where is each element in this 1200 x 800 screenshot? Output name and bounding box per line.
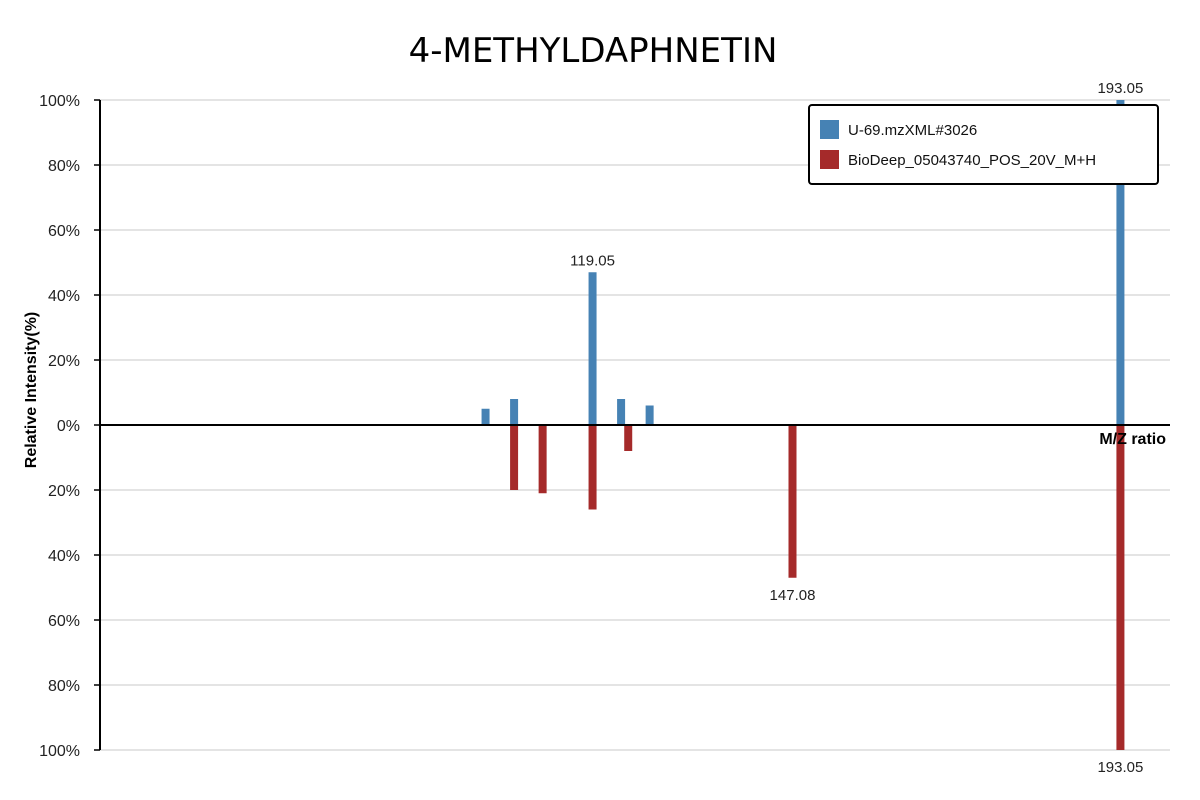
- legend: U-69.mzXML#3026 BioDeep_05043740_POS_20V…: [808, 104, 1159, 185]
- legend-label-reference: BioDeep_05043740_POS_20V_M+H: [848, 152, 1096, 169]
- y-tick-label: 60%: [48, 223, 80, 240]
- y-tick-label: 80%: [48, 158, 80, 175]
- y-tick-label: 80%: [48, 678, 80, 695]
- y-axis-label: Relative Intensity(%): [23, 312, 40, 468]
- query-peak-bar: [588, 272, 597, 425]
- y-tick-label: 20%: [48, 353, 80, 370]
- query-peak-bar: [510, 399, 519, 425]
- reference-peak-bar: [788, 425, 797, 578]
- reference-peak-bar: [538, 425, 547, 494]
- y-tick-label: 100%: [39, 743, 80, 760]
- peak-bars: [481, 100, 1125, 750]
- y-tick-label: 0%: [57, 418, 80, 435]
- y-tick-label: 60%: [48, 613, 80, 630]
- peak-labels: 119.05 193.05 147.08 193.05: [570, 80, 1143, 776]
- query-peak-label: 119.05: [570, 252, 615, 269]
- legend-box: [808, 104, 1159, 185]
- query-peak-bar: [645, 405, 654, 425]
- x-axis-label: M/Z ratio: [1099, 431, 1166, 448]
- reference-peak-label: 193.05: [1097, 759, 1143, 776]
- reference-peak-bar: [510, 425, 519, 490]
- y-tick-label: 40%: [48, 548, 80, 565]
- reference-peak-bar: [1116, 425, 1125, 750]
- query-peak-bar: [617, 399, 626, 425]
- legend-swatch-reference: [820, 150, 839, 169]
- reference-peak-bar: [588, 425, 597, 510]
- reference-peak-bar: [624, 425, 633, 451]
- y-tick-label: 40%: [48, 288, 80, 305]
- legend-swatch-query: [820, 120, 839, 139]
- reference-peak-label: 147.08: [770, 587, 816, 604]
- y-tick-label: 20%: [48, 483, 80, 500]
- y-tick-labels: 100% 80% 60% 40% 20% 0% 20% 40% 60% 80% 100%: [39, 93, 100, 760]
- legend-label-query: U-69.mzXML#3026: [848, 122, 977, 139]
- query-peak-bar: [1116, 100, 1125, 425]
- query-peak-label: 193.05: [1097, 80, 1143, 97]
- y-tick-label: 100%: [39, 93, 80, 110]
- query-peak-bar: [481, 408, 490, 425]
- chart-title: 4-METHYLDAPHNETIN: [409, 31, 778, 71]
